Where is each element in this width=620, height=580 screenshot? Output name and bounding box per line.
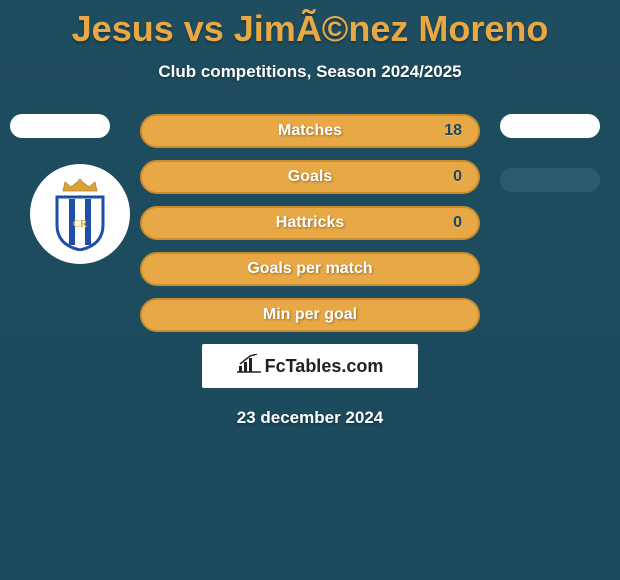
player-right-club-pill: [500, 168, 600, 192]
stat-value: 18: [444, 122, 462, 140]
stat-label: Goals: [288, 168, 332, 186]
brand-box[interactable]: FcTables.com: [202, 344, 418, 388]
right-player-column: [500, 114, 600, 192]
stat-value: 0: [453, 214, 462, 232]
stat-row-goals-per-match: Goals per match: [140, 252, 480, 286]
stat-value: 0: [453, 168, 462, 186]
stat-row-goals: Goals 0: [140, 160, 480, 194]
player-left-flag-pill: [10, 114, 110, 138]
player-left-club-badge: CR: [30, 164, 130, 264]
crown-icon: [61, 179, 99, 193]
svg-text:CR: CR: [73, 219, 88, 230]
subtitle: Club competitions, Season 2024/2025: [0, 62, 620, 82]
stat-label: Hattricks: [276, 214, 344, 232]
stats-section: CR Matches 18 Goals 0 Hattricks 0 Goals …: [0, 114, 620, 428]
stat-row-min-per-goal: Min per goal: [140, 298, 480, 332]
stat-label: Goals per match: [247, 260, 372, 278]
bar-chart-icon: [237, 354, 261, 379]
stat-label: Min per goal: [263, 306, 357, 324]
left-player-column: CR: [10, 114, 110, 168]
shield-icon: CR: [55, 195, 105, 251]
date-label: 23 december 2024: [0, 408, 620, 428]
stat-row-matches: Matches 18: [140, 114, 480, 148]
stat-row-hattricks: Hattricks 0: [140, 206, 480, 240]
player-right-flag-pill: [500, 114, 600, 138]
page-title: Jesus vs JimÃ©nez Moreno: [0, 0, 620, 50]
brand-label: FcTables.com: [265, 356, 384, 377]
stat-label: Matches: [278, 122, 342, 140]
